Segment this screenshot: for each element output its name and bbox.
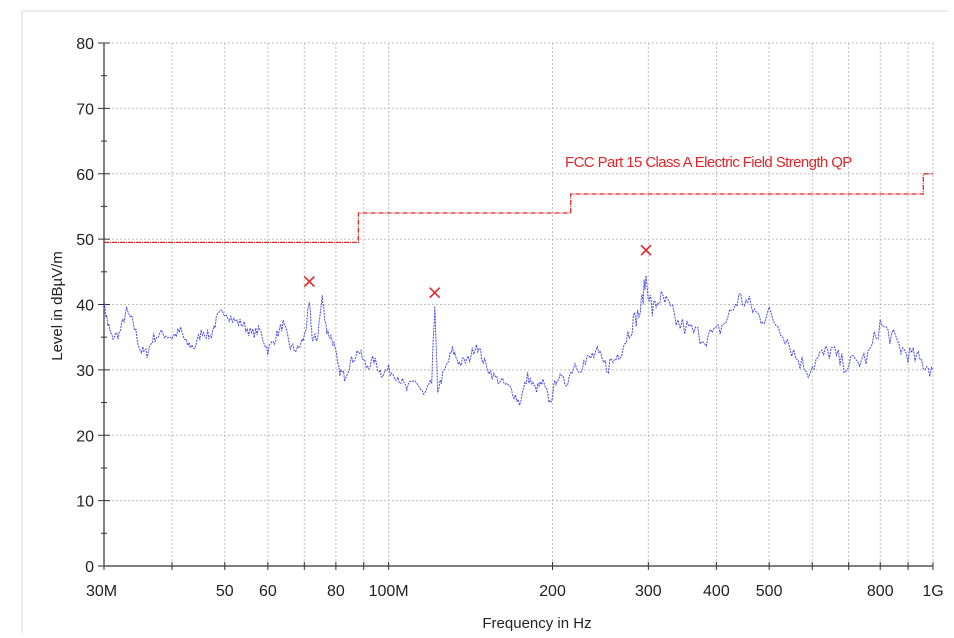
limit-line [104, 173, 933, 244]
x-tick-label: 50 [216, 583, 234, 600]
y-tick-label: 50 [76, 232, 94, 249]
y-tick-label: 20 [76, 428, 94, 445]
x-tick-label: 800 [867, 583, 894, 600]
x-tick-label: 60 [259, 583, 277, 600]
x-tick-label: 1G [922, 583, 943, 600]
x-tick-label: 500 [756, 583, 783, 600]
peak-marker [303, 276, 315, 288]
x-tick-label: 400 [703, 583, 730, 600]
x-tick-label: 300 [635, 583, 662, 600]
limit-line-group [104, 173, 933, 244]
y-tick-label: 10 [76, 494, 94, 511]
y-axis-title: Level in dBµV/m [49, 251, 66, 361]
y-tick-label: 80 [76, 36, 94, 53]
y-tick-label: 30 [76, 363, 94, 380]
x-tick-label: 80 [327, 583, 345, 600]
peak-markers [303, 244, 652, 299]
x-axis-title: Frequency in Hz [482, 615, 591, 632]
x-tick-label: 200 [539, 583, 566, 600]
limit-line-label: FCC Part 15 Class A Electric Field Stren… [565, 154, 852, 171]
peak-marker-stroke [429, 287, 441, 299]
y-tick-label: 70 [76, 101, 94, 118]
axes: 0 10 20 30 40 50 60 70 80 30M 50 60 80 100M 200 300 400 5… [76, 36, 943, 600]
peak-marker-stroke [303, 276, 315, 288]
y-tick-label: 40 [76, 298, 94, 315]
peak-marker-stroke [640, 244, 652, 256]
x-tick-label: 30M [86, 583, 117, 600]
y-tick-label: 60 [76, 167, 94, 184]
peak-marker [640, 244, 652, 256]
y-tick-label: 0 [85, 559, 94, 576]
series-group [103, 275, 934, 408]
x-tick-label: 100M [369, 583, 409, 600]
measurement-series [103, 275, 934, 408]
peak-marker [429, 287, 441, 299]
